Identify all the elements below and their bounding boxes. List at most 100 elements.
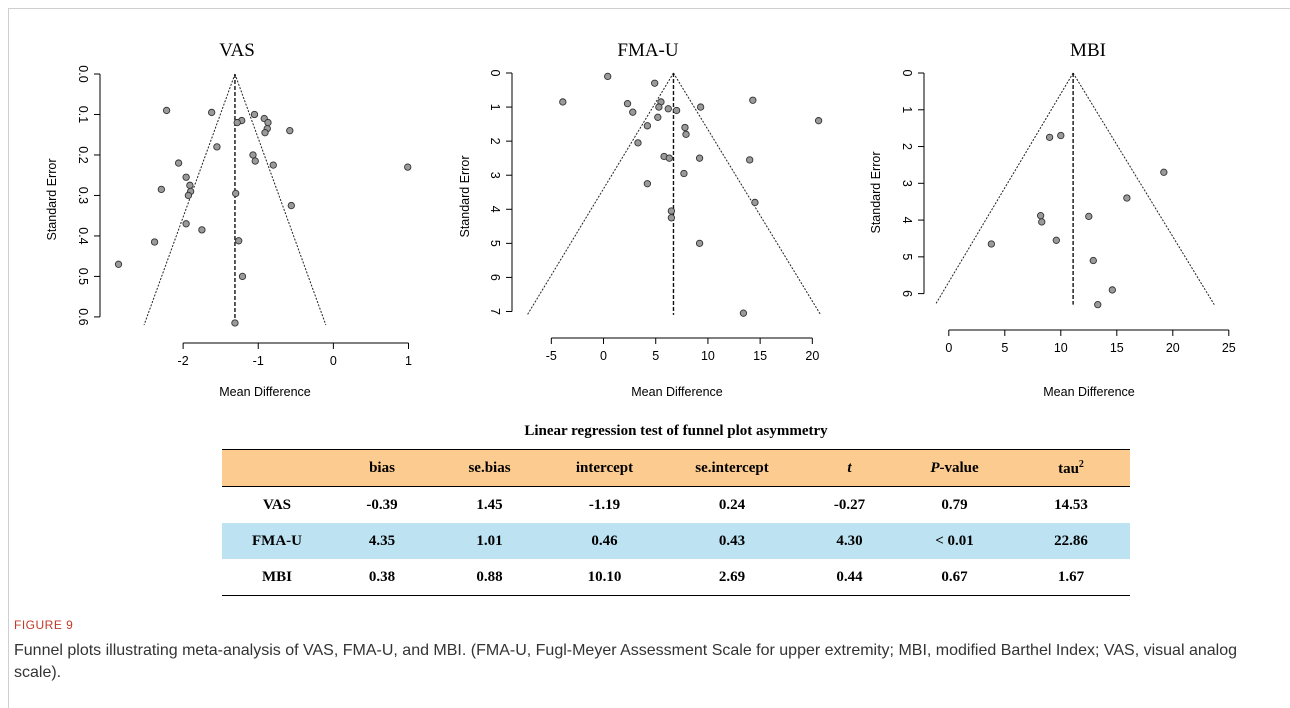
study-point: [634, 139, 642, 147]
y-tick-label: 3: [900, 180, 914, 187]
row-label: MBI: [262, 568, 292, 585]
study-point: [157, 185, 165, 194]
cell-p-value: 0.67: [941, 568, 968, 585]
study-point: [623, 100, 632, 108]
study-point: [186, 181, 194, 189]
study-point: [814, 117, 823, 125]
cell-se-intercept: 2.69: [718, 568, 746, 585]
study-point: [251, 157, 259, 165]
y-axis-label: Standard Error: [869, 152, 883, 234]
cell-bias: 4.35: [368, 532, 396, 549]
study-point: [232, 189, 240, 198]
y-tick-label: 0.0: [76, 65, 90, 82]
y-tick-label: 4: [900, 217, 914, 224]
study-point: [629, 108, 637, 116]
top-border: [8, 8, 1290, 9]
study-point: [681, 123, 689, 132]
study-point: [269, 161, 277, 169]
y-tick-label: 4: [488, 206, 502, 213]
y-tick-label: 6: [900, 290, 914, 297]
y-tick-label: 0: [488, 70, 502, 77]
x-tick-label: 0: [330, 354, 337, 368]
study-point: [287, 201, 295, 210]
x-tick-label: 10: [701, 349, 715, 363]
study-point: [1160, 168, 1168, 176]
x-tick-label: 10: [1054, 341, 1068, 355]
cell-se-intercept: 0.43: [718, 532, 746, 549]
x-tick-label: 5: [652, 349, 659, 363]
cell-se-bias: 0.88: [476, 568, 503, 585]
study-point: [695, 239, 704, 247]
cell-intercept: 10.10: [587, 568, 622, 585]
study-point: [250, 110, 259, 119]
study-point: [286, 127, 294, 135]
study-point: [235, 237, 243, 245]
study-point: [208, 108, 216, 117]
study-point: [249, 151, 257, 159]
y-tick-label: 0.4: [76, 227, 90, 244]
study-point: [651, 79, 659, 87]
study-point: [184, 191, 193, 200]
cell-p-value: 0.79: [941, 496, 968, 513]
header-se-bias: se.bias: [468, 459, 511, 476]
study-point: [213, 143, 221, 151]
x-axis-label: Mean Difference: [631, 385, 723, 399]
study-point: [749, 96, 757, 104]
row-label: VAS: [262, 496, 292, 513]
study-point: [261, 129, 269, 137]
cell-bias: -0.39: [366, 496, 398, 513]
header-p-italic: P: [930, 459, 940, 476]
header-empty: [222, 450, 332, 487]
funnel-left-line: [143, 73, 236, 326]
study-point: [695, 154, 704, 162]
study-point: [1045, 133, 1054, 141]
y-tick-label: 5: [900, 253, 914, 260]
cell-tau2: 1.67: [1057, 568, 1085, 585]
x-tick-label: -5: [546, 349, 557, 363]
figure-caption: Funnel plots illustrating meta-analysis …: [14, 642, 1237, 681]
study-point: [1108, 286, 1116, 294]
y-axis-label: Standard Error: [45, 159, 59, 241]
y-tick-label: 0.6: [76, 308, 90, 325]
cell-p-value: < 0.01: [935, 532, 974, 549]
x-tick-label: 0: [945, 341, 952, 355]
x-tick-label: 1: [405, 354, 412, 368]
y-tick-label: 2: [900, 143, 914, 150]
study-point: [182, 220, 190, 228]
study-point: [746, 156, 754, 164]
study-point: [987, 240, 996, 248]
x-tick-label: 25: [1222, 341, 1236, 355]
x-axis-label: Mean Difference: [1043, 385, 1135, 399]
table-row-vas: VAS -0.39 1.45 -1.19 0.24 -0.27 0.79 14.…: [222, 487, 1130, 524]
study-point: [404, 163, 412, 171]
study-point: [264, 118, 272, 127]
x-tick-label: 15: [1110, 341, 1124, 355]
y-tick-label: 1: [900, 106, 914, 113]
header-p-suffix: -value: [939, 459, 979, 476]
study-point: [664, 105, 672, 113]
x-tick-label: 15: [753, 349, 767, 363]
study-point: [672, 106, 681, 115]
funnel-left-line: [934, 72, 1074, 305]
study-point: [696, 103, 705, 111]
study-point: [238, 272, 247, 281]
cell-intercept: 0.46: [591, 532, 618, 549]
x-tick-label: -2: [178, 354, 189, 368]
study-point: [680, 169, 688, 178]
study-point: [667, 207, 676, 215]
study-point: [559, 98, 567, 106]
study-point: [1036, 212, 1045, 220]
y-axis-label: Standard Error: [458, 156, 472, 238]
x-tick-label: 0: [600, 349, 607, 363]
plot-title: FMA-U: [617, 40, 679, 61]
table-row-fma-u: FMA-U 4.35 1.01 0.46 0.43 4.30 < 0.01 22…: [222, 523, 1130, 559]
x-tick-label: 5: [1001, 341, 1008, 355]
study-point: [655, 103, 663, 111]
study-point: [114, 260, 123, 268]
study-point: [233, 118, 241, 127]
funnel-left-line: [526, 72, 674, 316]
study-point: [182, 173, 190, 181]
funnel-right-line: [1072, 72, 1215, 305]
header-t: t: [802, 450, 897, 487]
study-point: [739, 309, 748, 317]
